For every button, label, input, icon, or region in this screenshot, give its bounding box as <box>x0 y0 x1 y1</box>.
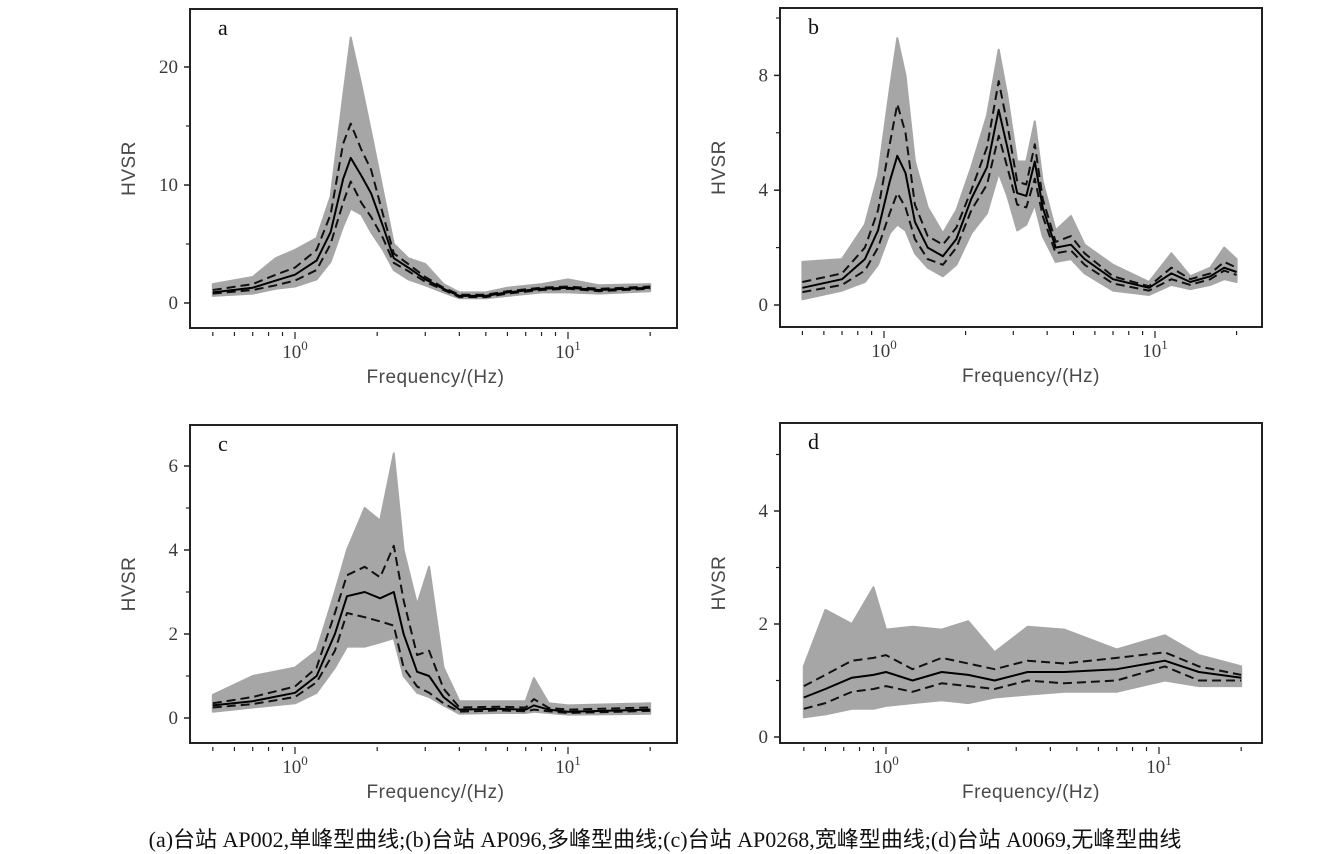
y-tick-label: 4 <box>759 180 769 201</box>
x-tick-base: 10 <box>1146 757 1165 778</box>
y-tick-label: 20 <box>159 57 178 78</box>
x-tick-exponent: 1 <box>574 338 581 353</box>
y-tick-label: 2 <box>169 624 179 645</box>
x-axis-label: Frequency/(Hz) <box>367 782 505 803</box>
y-axis-label: HVSR <box>119 141 140 196</box>
panel-letter: a <box>218 15 228 40</box>
y-tick-label: 4 <box>169 540 179 561</box>
axes-frame <box>189 424 678 744</box>
figure-caption: (a)台站 AP002,单峰型曲线;(b)台站 AP096,多峰型曲线;(c)台… <box>148 827 1182 852</box>
x-tick-label: 101 <box>1146 753 1172 778</box>
x-tick-base: 10 <box>873 757 892 778</box>
x-tick-exponent: 0 <box>890 337 897 352</box>
y-tick-label: 10 <box>159 175 178 196</box>
x-tick-label: 101 <box>555 753 581 778</box>
panel-letter: d <box>808 429 819 454</box>
x-tick-label: 100 <box>873 753 899 778</box>
std-upper-line <box>212 544 651 711</box>
x-tick-exponent: 0 <box>892 753 899 768</box>
y-tick-label: 2 <box>759 614 769 635</box>
y-tick-label: 0 <box>169 708 179 729</box>
x-tick-exponent: 1 <box>1161 337 1168 352</box>
plot-area <box>802 586 1243 719</box>
individual-curves-envelope <box>211 36 652 300</box>
x-tick-base: 10 <box>1142 341 1161 362</box>
x-tick-base: 10 <box>871 341 890 362</box>
x-tick-base: 10 <box>555 342 574 363</box>
y-tick-label: 0 <box>759 727 769 748</box>
x-tick-base: 10 <box>282 342 301 363</box>
x-tick-label: 101 <box>1142 337 1168 362</box>
x-tick-label: 100 <box>282 753 308 778</box>
x-tick-base: 10 <box>282 757 301 778</box>
y-axis-label: HVSR <box>119 557 140 612</box>
y-tick-label: 0 <box>759 295 769 316</box>
axes-frame <box>189 8 678 329</box>
panel-letter: c <box>218 431 228 456</box>
x-tick-label: 101 <box>555 338 581 363</box>
std-lower-line <box>802 134 1237 294</box>
plot-area <box>211 452 652 716</box>
x-tick-exponent: 1 <box>1165 753 1172 768</box>
axes-frame <box>779 7 1263 328</box>
x-axis-label: Frequency/(Hz) <box>962 782 1100 803</box>
mean-line <box>802 108 1237 289</box>
individual-curves-envelope <box>802 586 1243 719</box>
mean-line <box>212 156 651 297</box>
std-lower-line <box>212 612 651 714</box>
y-tick-label: 8 <box>759 65 769 86</box>
x-tick-label: 100 <box>871 337 897 362</box>
individual-curves-envelope <box>801 37 1238 301</box>
x-axis-label: Frequency/(Hz) <box>367 367 505 388</box>
x-tick-exponent: 1 <box>574 753 581 768</box>
individual-curves-envelope <box>211 452 652 716</box>
x-tick-base: 10 <box>555 757 574 778</box>
y-tick-label: 0 <box>169 293 179 314</box>
mean-line <box>803 659 1242 699</box>
y-axis-label: HVSR <box>709 140 730 195</box>
y-tick-label: 6 <box>169 456 179 477</box>
panel-letter: b <box>808 14 819 39</box>
y-axis-label: HVSR <box>709 556 730 611</box>
x-tick-exponent: 0 <box>301 338 308 353</box>
std-upper-line <box>802 80 1238 288</box>
x-tick-label: 100 <box>282 338 308 363</box>
std-upper-line <box>803 651 1242 687</box>
axes-frame <box>779 422 1263 744</box>
plot-area <box>211 36 652 300</box>
std-lower-line <box>212 180 651 299</box>
plot-area <box>801 37 1238 301</box>
mean-line <box>212 591 651 713</box>
y-tick-label: 4 <box>759 501 769 522</box>
x-axis-label: Frequency/(Hz) <box>962 366 1100 387</box>
std-lower-line <box>803 665 1242 710</box>
std-upper-line <box>212 122 651 296</box>
x-tick-exponent: 0 <box>301 753 308 768</box>
